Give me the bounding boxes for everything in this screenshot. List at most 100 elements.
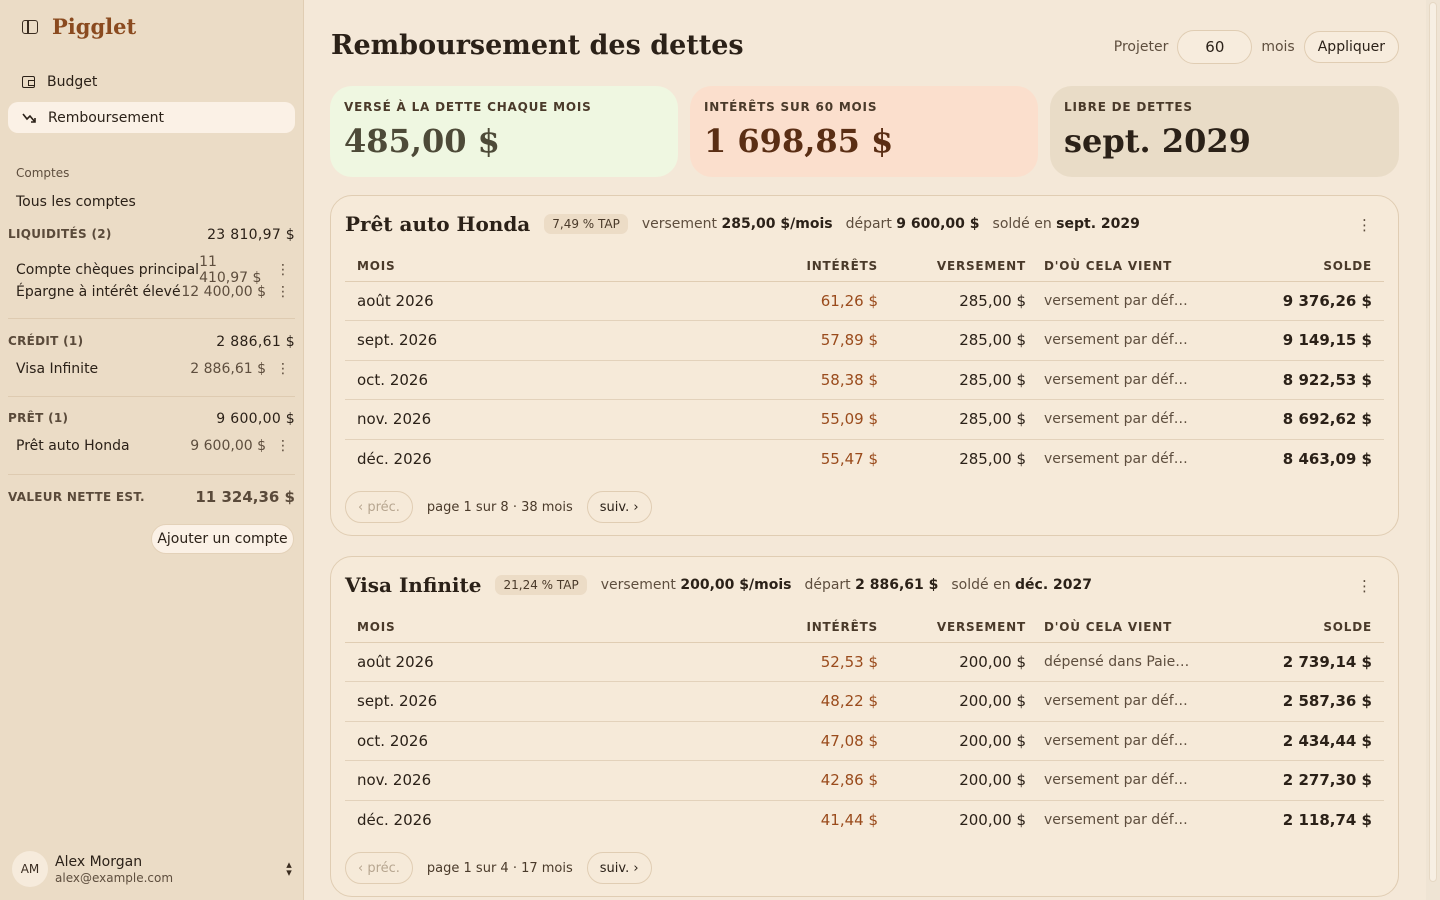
group-pret[interactable]: PRÊT (1) 9 600,00 $ (8, 411, 295, 427)
column-header: MOIS (345, 613, 725, 643)
more-vertical-icon[interactable]: ⋮ (1357, 216, 1372, 234)
cell-source: versement par défaut (1038, 721, 1208, 761)
user-menu[interactable]: AM Alex Morgan alex@example.com ▴ ▾ (12, 848, 296, 890)
column-header: SOLDE (1208, 613, 1384, 643)
user-email: alex@example.com (55, 870, 174, 885)
payment-value: 200,00 $/mois (680, 577, 792, 593)
page-title: Remboursement des dettes (331, 30, 744, 61)
cell-interest: 55,47 $ (820, 450, 878, 468)
cell-month: août 2026 (345, 642, 725, 682)
group-total: 2 886,61 $ (216, 334, 295, 350)
add-account-button[interactable]: Ajouter un compte (151, 524, 294, 554)
months-input[interactable] (1177, 30, 1253, 64)
start-value: 2 886,61 $ (855, 577, 939, 593)
cell-source: versement par défaut (1038, 320, 1208, 361)
debt-name: Prêt auto Honda (345, 212, 531, 236)
column-header: VERSEMENT (890, 613, 1038, 643)
cell-source: versement par défaut (1038, 281, 1208, 321)
nav-item-remboursement[interactable]: Remboursement (8, 102, 295, 133)
more-vertical-icon[interactable]: ⋮ (276, 262, 290, 278)
prev-page-button[interactable]: ‹ préc. (345, 491, 413, 523)
divider (8, 396, 295, 397)
schedule-table: MOIS INTÉRÊTS VERSEMENT D'OÙ CELA VIENT … (345, 252, 1384, 479)
cell-interest: 55,09 $ (725, 399, 890, 440)
scrollbar[interactable] (1426, 0, 1440, 900)
divider (8, 474, 295, 475)
cell-month: nov. 2026 (345, 760, 725, 801)
cell-interest: 52,53 $ (725, 642, 890, 682)
cell-interest: 42,86 $ (725, 760, 890, 801)
more-vertical-icon[interactable]: ⋮ (276, 361, 290, 377)
paid-label: soldé en (951, 577, 1011, 593)
more-vertical-icon[interactable]: ⋮ (276, 284, 290, 300)
table-row: août 2026 61,26 $285,00 $ versement par dé… (345, 281, 1384, 321)
cell-balance: 8 463,09 $ (1282, 450, 1372, 468)
cell-month: déc. 2026 (357, 811, 432, 829)
accounts-section-label: Comptes (16, 166, 70, 180)
stat-interest: INTÉRÊTS SUR 60 MOIS 1 698,85 $ (690, 86, 1038, 177)
cell-balance: 2 118,74 $ (1282, 811, 1372, 829)
cell-balance: 2 277,30 $ (1208, 760, 1384, 801)
months-label: mois (1261, 39, 1295, 55)
projection-controls: Projeter mois Appliquer (1114, 30, 1399, 64)
cell-month: déc. 2026 (357, 450, 432, 468)
payment-label: versement (600, 577, 676, 593)
next-page-button[interactable]: suiv. › (586, 491, 652, 523)
paid-value: sept. 2029 (1056, 216, 1140, 232)
sidebar-toggle-icon[interactable] (22, 19, 38, 34)
cell-balance: 8 922,53 $ (1208, 360, 1384, 400)
apply-button[interactable]: Appliquer (1303, 31, 1399, 63)
account-item[interactable]: Prêt auto Honda 9 600,00 $ ⋮ (16, 438, 290, 454)
stat-value: 485,00 $ (344, 122, 500, 160)
cell-month: sept. 2026 (345, 320, 725, 361)
stat-debt-free: LIBRE DE DETTES sept. 2029 (1050, 86, 1399, 177)
column-header: MOIS (345, 252, 725, 282)
trend-down-icon (22, 111, 36, 125)
account-amount: 12 400,00 $ (181, 284, 266, 300)
net-worth-value: 11 324,36 $ (195, 488, 295, 506)
user-name: Alex Morgan (55, 853, 143, 870)
group-label: PRÊT (1) (8, 411, 69, 425)
more-vertical-icon[interactable]: ⋮ (1357, 577, 1372, 595)
debt-card-header: Prêt auto Honda 7,49 % TAP versement 285… (345, 212, 1153, 236)
column-header: VERSEMENT (890, 252, 1038, 282)
table-header-row: MOIS INTÉRÊTS VERSEMENT D'OÙ CELA VIENT … (345, 613, 1384, 643)
group-liquidites[interactable]: LIQUIDITÉS (2) 23 810,97 $ (8, 227, 295, 243)
account-item[interactable]: Visa Infinite 2 886,61 $ ⋮ (16, 361, 290, 377)
more-vertical-icon[interactable]: ⋮ (276, 438, 290, 454)
table-row: déc. 2026 41,44 $ 200,00 $ versement par dé… (345, 800, 1384, 840)
all-accounts-link[interactable]: Tous les comptes (16, 194, 136, 210)
group-label: LIQUIDITÉS (2) (8, 227, 112, 241)
start-value: 9 600,00 $ (896, 216, 980, 232)
account-item[interactable]: Épargne à intérêt élevé 12 400,00 $ ⋮ (16, 284, 290, 300)
account-amount: 2 886,61 $ (190, 361, 266, 377)
cell-payment: 200,00 $ (959, 811, 1026, 829)
cell-source: versement par défaut (1044, 451, 1197, 467)
chevron-up-down-icon[interactable]: ▴ ▾ (286, 858, 292, 879)
scrollbar-thumb[interactable] (1429, 2, 1437, 882)
cell-month: août 2026 (345, 281, 725, 321)
account-item[interactable]: Compte chèques principal 11 410,97 $ ⋮ (16, 254, 290, 286)
next-page-button[interactable]: suiv. › (586, 852, 652, 884)
group-total: 9 600,00 $ (216, 411, 295, 427)
nav-item-label: Budget (47, 73, 98, 90)
prev-page-button[interactable]: ‹ préc. (345, 852, 413, 884)
nav-item-budget[interactable]: Budget (8, 66, 295, 97)
cell-source: versement par défaut (1038, 360, 1208, 400)
cell-source: versement par défaut (1038, 681, 1208, 722)
pagination: ‹ préc. page 1 sur 4 · 17 mois suiv. › (345, 852, 652, 884)
apr-badge: 21,24 % TAP (495, 575, 587, 595)
page-info: page 1 sur 8 · 38 mois (426, 499, 573, 515)
start-label: départ (804, 577, 851, 593)
cell-interest: 58,38 $ (725, 360, 890, 400)
account-name: Prêt auto Honda (16, 438, 130, 454)
cell-payment: 285,00 $ (890, 399, 1038, 440)
app-name: Pigglet (52, 14, 137, 39)
cell-balance: 2 587,36 $ (1208, 681, 1384, 722)
account-name: Compte chèques principal (16, 262, 200, 278)
net-worth: VALEUR NETTE EST. 11 324,36 $ (8, 488, 295, 506)
cell-payment: 285,00 $ (890, 320, 1038, 361)
cell-payment: 285,00 $ (959, 450, 1026, 468)
group-credit[interactable]: CRÉDIT (1) 2 886,61 $ (8, 334, 295, 350)
debt-name: Visa Infinite (345, 573, 482, 597)
